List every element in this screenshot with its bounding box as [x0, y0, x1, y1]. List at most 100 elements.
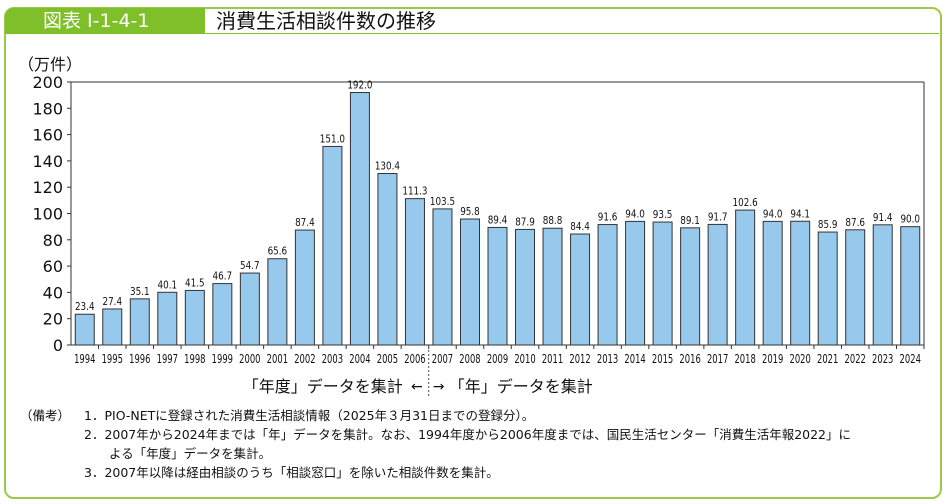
data-label: 103.5: [430, 196, 455, 208]
y-tick-label: 160: [32, 126, 63, 145]
data-label: 35.1: [130, 286, 150, 298]
notes: （備考） 1．PIO-NETに登録された消費生活相談情報（2025年３月31日まで…: [20, 406, 851, 482]
x-tick-label: 1999: [212, 353, 233, 367]
bar: [652, 221, 673, 346]
bar: [377, 173, 398, 346]
x-tick-label: 1997: [157, 353, 178, 367]
x-tick-label: 1998: [184, 353, 205, 367]
annotation-calendar-year: 「年」データを集計: [449, 377, 593, 396]
bar: [404, 198, 425, 346]
y-tick-label: 60: [43, 257, 63, 276]
x-tick-label: 2012: [569, 353, 590, 367]
bar: [129, 298, 150, 346]
bar: [74, 313, 95, 346]
data-label: 91.4: [873, 212, 893, 224]
x-tick-label: 1995: [102, 353, 123, 367]
data-label: 151.0: [320, 134, 345, 146]
bar: [735, 209, 756, 346]
data-label: 88.8: [543, 215, 563, 227]
bar: [459, 218, 480, 346]
figure-label: 図表 I-1-4-1: [5, 8, 205, 34]
data-label: 90.0: [900, 214, 920, 226]
x-tick-label: 2002: [294, 353, 315, 367]
title-underline: [205, 33, 939, 34]
bar: [184, 289, 205, 346]
data-label: 93.5: [653, 209, 673, 221]
y-tick-label: 40: [43, 283, 63, 302]
data-label: 89.4: [488, 215, 508, 227]
x-tick-label: 2014: [624, 353, 645, 367]
figure-frame: [4, 7, 942, 499]
x-tick-label: 2022: [845, 353, 866, 367]
data-label: 87.4: [295, 217, 315, 229]
x-tick-label: 2008: [459, 353, 480, 367]
data-label: 84.4: [570, 221, 590, 233]
bar: [212, 283, 233, 346]
data-label: 40.1: [158, 279, 178, 291]
bar: [625, 220, 646, 346]
x-tick-label: 1994: [74, 353, 95, 367]
bar: [294, 229, 315, 346]
x-tick-label: 2024: [900, 353, 921, 367]
bar: [102, 308, 123, 346]
note-1: 1．PIO-NETに登録された消費生活相談情報（2025年３月31日までの登録分…: [84, 408, 535, 423]
data-label: 91.7: [708, 212, 728, 224]
data-label: 94.0: [625, 209, 645, 221]
annotation-fiscal-year: 「年度」データを集計: [243, 377, 403, 396]
bar: [900, 226, 921, 346]
data-label: 130.4: [375, 161, 400, 173]
x-tick-label: 2020: [790, 353, 811, 367]
y-axis-label: （万件）: [18, 55, 82, 74]
y-tick-label: 120: [32, 178, 63, 197]
data-label: 94.1: [790, 208, 810, 220]
data-label: 87.9: [515, 217, 535, 229]
data-label: 54.7: [240, 260, 260, 272]
note-2: 2．2007年から2024年までは「年」データを集計。なお、1994年度から20…: [84, 427, 852, 442]
bar: [349, 92, 370, 346]
bar: [487, 226, 508, 346]
data-label: 95.8: [460, 206, 480, 218]
data-label: 91.6: [598, 212, 618, 224]
bar: [239, 272, 260, 346]
x-tick-label: 2021: [817, 353, 838, 367]
arrow-left-icon: ←: [411, 379, 423, 395]
bar: [267, 258, 288, 346]
y-tick-label: 180: [32, 99, 63, 118]
data-label: 102.6: [733, 197, 758, 209]
x-tick-label: 2001: [267, 353, 288, 367]
bar: [542, 227, 563, 346]
x-tick-label: 1996: [129, 353, 150, 367]
arrow-right-icon: →: [433, 379, 445, 395]
figure-title: 消費生活相談件数の推移: [216, 9, 436, 33]
x-tick-label: 2016: [679, 353, 700, 367]
bar: [872, 224, 893, 346]
x-tick-label: 2005: [377, 353, 398, 367]
note-2-cont: よる「年度」データを集計。: [84, 446, 272, 461]
x-tick-label: 2000: [239, 353, 260, 367]
x-tick-label: 2007: [432, 353, 453, 367]
x-tick-label: 2013: [597, 353, 618, 367]
bar: [432, 208, 453, 346]
x-tick-label: 2010: [514, 353, 535, 367]
bar: [680, 227, 701, 346]
x-tick-label: 2015: [652, 353, 673, 367]
bar: [157, 291, 178, 346]
x-tick-label: 2019: [762, 353, 783, 367]
data-label: 89.1: [680, 215, 700, 227]
x-tick-label: 2011: [542, 353, 563, 367]
data-label: 111.3: [402, 186, 427, 198]
x-tick-label: 2006: [404, 353, 425, 367]
y-tick-label: 100: [32, 205, 63, 224]
data-label: 94.0: [763, 209, 783, 221]
bar: [762, 220, 783, 346]
y-tick-label: 140: [32, 152, 63, 171]
data-label: 85.9: [818, 219, 838, 231]
bar: [597, 224, 618, 346]
bar: [570, 233, 591, 346]
y-tick-label: 80: [43, 231, 63, 250]
y-tick-label: 20: [43, 310, 63, 329]
bar: [845, 229, 866, 346]
data-label: 192.0: [347, 80, 372, 92]
x-tick-label: 2004: [349, 353, 370, 367]
